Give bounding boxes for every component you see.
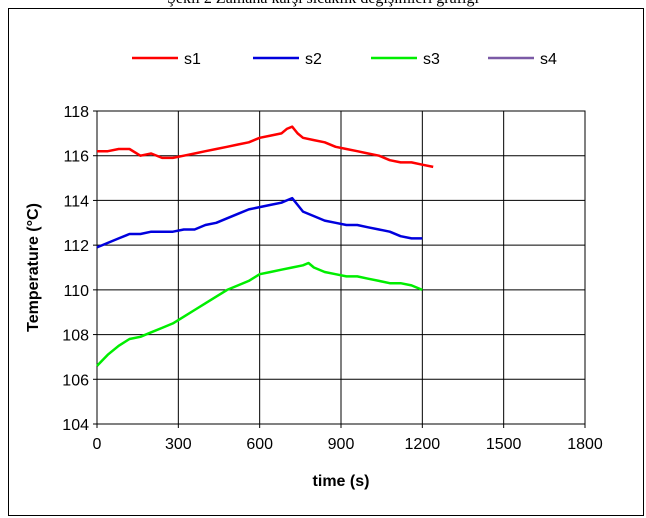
series-line-s3 xyxy=(96,261,423,367)
x-axis-label: time (s) xyxy=(313,473,370,490)
legend-label-s4: s4 xyxy=(540,51,557,68)
y-tick-label: 110 xyxy=(63,283,89,300)
legend-label-s2: s2 xyxy=(305,51,322,68)
y-axis-label: Temperature (°C) xyxy=(25,203,42,332)
x-tick-label: 300 xyxy=(165,436,192,453)
y-tick-label: 118 xyxy=(63,104,89,121)
y-tick-label: 104 xyxy=(62,417,89,434)
x-tick-label: 1800 xyxy=(567,436,603,453)
x-tick-label: 600 xyxy=(246,436,273,453)
page-title: Şekil 2 Zamana karşı sıcaklık değişimler… xyxy=(0,0,646,8)
legend-label-s3: s3 xyxy=(423,51,440,68)
legend: s1 s2 s3 s4 xyxy=(132,51,557,68)
y-tick-label: 108 xyxy=(62,328,89,345)
series-line-s2 xyxy=(96,196,423,249)
chart-frame xyxy=(8,8,644,516)
series-layer xyxy=(96,125,434,367)
series-line-s1 xyxy=(97,125,434,169)
x-tick-label: 900 xyxy=(328,436,355,453)
axes: 104 106 108 110 112 114 116 118 0 300 600 900 1200 15… xyxy=(62,104,603,453)
y-tick-label: 116 xyxy=(63,149,89,166)
x-tick-label: 1200 xyxy=(405,436,441,453)
x-tick-label: 1500 xyxy=(486,436,522,453)
y-tick-label: 106 xyxy=(62,372,89,389)
legend-label-s1: s1 xyxy=(184,51,201,68)
y-tick-label: 112 xyxy=(63,238,89,255)
x-tick-label: 0 xyxy=(93,436,102,453)
y-tick-label: 114 xyxy=(63,193,89,210)
